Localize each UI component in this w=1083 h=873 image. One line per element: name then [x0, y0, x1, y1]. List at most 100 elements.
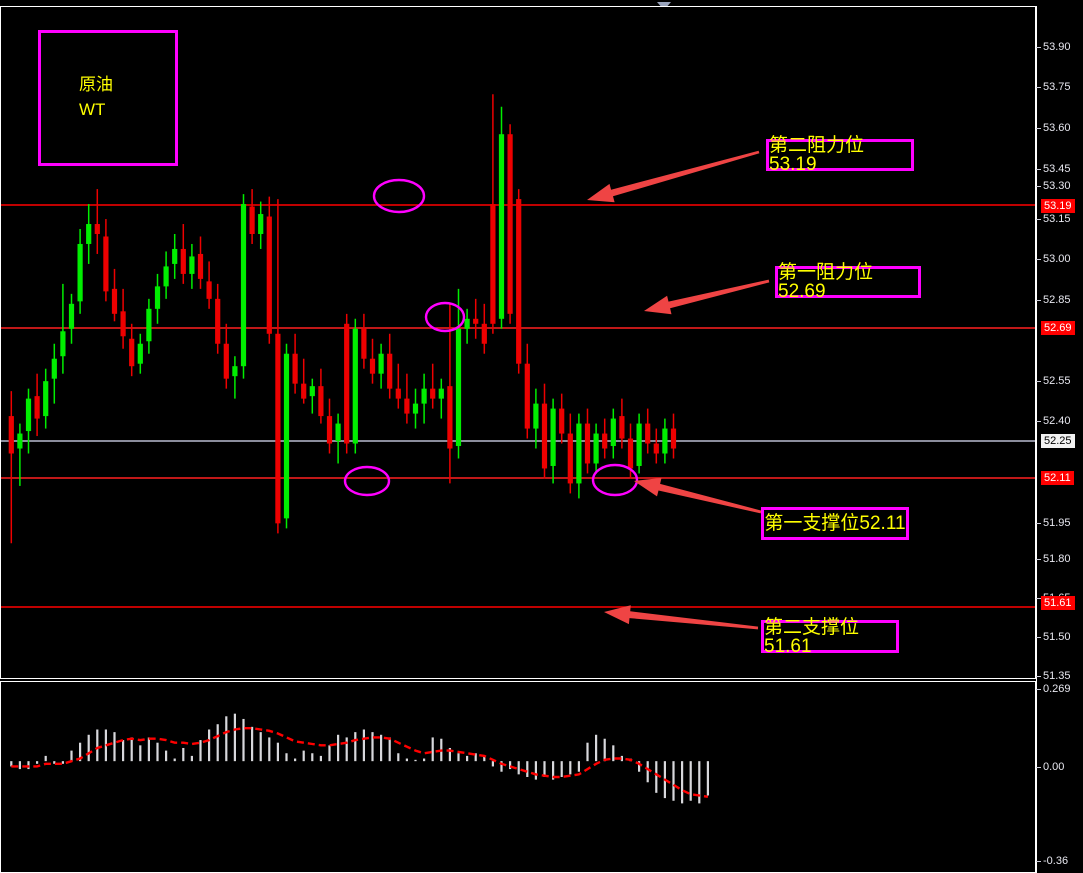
candle-body[interactable] [129, 338, 135, 367]
candle-body[interactable] [197, 253, 204, 279]
candle-body[interactable] [455, 328, 462, 447]
candle-body[interactable] [17, 433, 23, 449]
candle-body[interactable] [120, 311, 126, 337]
price-badge[interactable]: 52.69 [1041, 321, 1075, 335]
candle-body[interactable] [77, 243, 83, 302]
candle-body[interactable] [645, 423, 651, 444]
candle-body[interactable] [25, 398, 32, 432]
candle-body[interactable] [240, 204, 247, 367]
candle-body[interactable] [8, 416, 14, 454]
candle-body[interactable] [309, 386, 315, 397]
candle-body[interactable] [189, 256, 195, 274]
candle-body[interactable] [146, 308, 152, 342]
candle-body[interactable] [206, 281, 212, 299]
candle-body[interactable] [627, 438, 634, 469]
second-support-label[interactable]: 第二支撑位51.61 [761, 618, 899, 656]
symbol-line-1: 原油 [79, 75, 113, 95]
candle-body[interactable] [481, 323, 487, 344]
candle-body[interactable] [283, 353, 290, 519]
candle-body[interactable] [369, 358, 376, 374]
candle-body[interactable] [533, 403, 539, 429]
candle-body[interactable] [352, 328, 358, 444]
macd-bar [681, 761, 684, 804]
price-badge[interactable]: 53.19 [1041, 199, 1075, 213]
candle-body[interactable] [438, 388, 444, 399]
candle-body[interactable] [326, 416, 333, 444]
macd-bar [53, 761, 56, 764]
candle-body[interactable] [619, 416, 625, 439]
candle-body[interactable] [464, 318, 470, 329]
candle-body[interactable] [43, 381, 49, 417]
candle-body[interactable] [180, 248, 186, 274]
candle-body[interactable] [404, 398, 410, 414]
candle-body[interactable] [421, 388, 427, 404]
candle-body[interactable] [498, 134, 505, 319]
candle-body[interactable] [567, 433, 573, 484]
candle-body[interactable] [60, 331, 66, 357]
candle-body[interactable] [301, 383, 307, 399]
candle-body[interactable] [524, 363, 530, 429]
candle-body[interactable] [154, 286, 161, 309]
symbol-label-box[interactable]: 原油 WT [38, 30, 178, 166]
candle-body[interactable] [541, 403, 548, 469]
price-badge[interactable]: 52.25 [1041, 434, 1075, 448]
second-resistance-label[interactable]: 第二阻力位53.19 [766, 136, 914, 174]
macd-bar [130, 737, 133, 762]
candle-body[interactable] [232, 366, 238, 377]
candle-body[interactable] [68, 303, 75, 329]
candle-body[interactable] [447, 386, 453, 449]
candle-body[interactable] [653, 443, 659, 454]
macd-bar [526, 761, 529, 777]
candle-body[interactable] [516, 199, 522, 364]
candle-body[interactable] [507, 134, 513, 314]
candle-body[interactable] [344, 323, 350, 444]
candle-body[interactable] [490, 204, 496, 324]
candle-body[interactable] [602, 433, 608, 449]
candle-body[interactable] [610, 418, 616, 447]
price-tick: 53.45 [1036, 163, 1071, 176]
candle-body[interactable] [395, 388, 401, 399]
candle-body[interactable] [223, 343, 229, 379]
candle-body[interactable] [51, 358, 57, 379]
candle-body[interactable] [137, 343, 143, 364]
candle-body[interactable] [430, 388, 436, 399]
candle-body[interactable] [593, 433, 599, 464]
candle-body[interactable] [361, 328, 367, 359]
candle-body[interactable] [258, 214, 264, 234]
candle-body[interactable] [576, 423, 582, 484]
candle-body[interactable] [34, 396, 40, 419]
candle-body[interactable] [318, 386, 324, 417]
price-axis[interactable]: 53.90 53.75 53.60 53.45 53.30 53.15 53.00 52.85… [1036, 6, 1083, 682]
candle-body[interactable] [215, 298, 221, 344]
first-support-label[interactable]: 第一支撑位52.11 [761, 507, 909, 540]
first-resistance-label[interactable]: 第一阻力位52.69 [775, 263, 921, 301]
candle-body[interactable] [387, 353, 393, 389]
candle-body[interactable] [275, 333, 281, 524]
candle-body[interactable] [292, 353, 298, 384]
candle-body[interactable] [249, 206, 255, 234]
candle-body[interactable] [584, 423, 591, 464]
price-badge[interactable]: 52.11 [1041, 471, 1074, 485]
candle-body[interactable] [670, 428, 677, 449]
macd-signal-line [11, 727, 709, 798]
candle-body[interactable] [662, 428, 668, 454]
candle-body[interactable] [163, 266, 169, 287]
candle-body[interactable] [559, 408, 565, 434]
candle-body[interactable] [412, 403, 419, 414]
candle-body[interactable] [378, 353, 384, 374]
candle-body[interactable] [335, 423, 341, 442]
candle-body[interactable] [636, 423, 642, 466]
candle-body[interactable] [473, 318, 479, 324]
macd-axis[interactable]: 0.269 0.00 -0.36 [1036, 681, 1083, 873]
candle-body[interactable] [266, 216, 272, 334]
candle-body[interactable] [111, 288, 118, 314]
price-badge[interactable]: 51.61 [1041, 596, 1075, 610]
candle-body[interactable] [172, 248, 178, 264]
macd-indicator-panel[interactable] [0, 681, 1036, 873]
macd-bar [646, 761, 649, 783]
candle-body[interactable] [103, 236, 109, 292]
candle-body[interactable] [86, 224, 92, 244]
candle-body[interactable] [550, 408, 556, 466]
candle-body[interactable] [94, 224, 100, 234]
macd-bar [620, 755, 623, 762]
